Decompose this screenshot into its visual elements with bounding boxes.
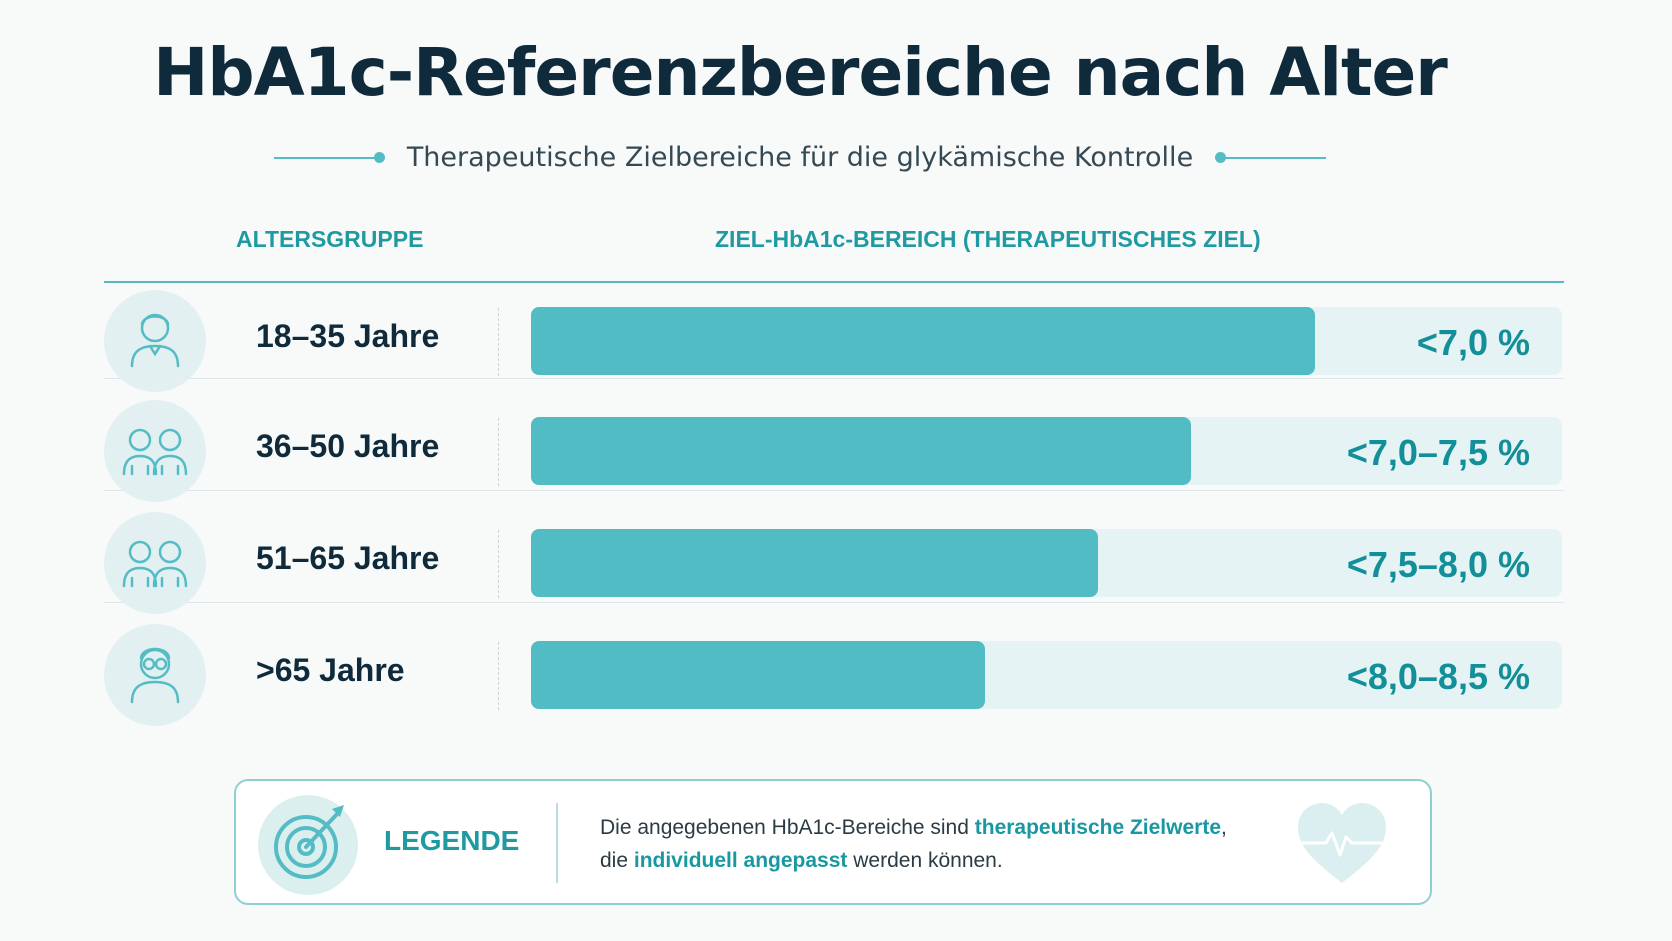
chart-row: 36–50 Jahre <7,0–7,5 % <box>0 400 1672 510</box>
chart-row: 51–65 Jahre <7,5–8,0 % <box>0 512 1672 622</box>
bar-value-label: <7,5–8,0 % <box>1346 544 1530 585</box>
category-label: 18–35 Jahre <box>256 318 440 354</box>
legend-text-part: die <box>600 849 634 872</box>
page-title: HbA1c-Referenzbereiche nach Alter <box>153 34 1448 111</box>
chart-row: 18–35 Jahre <7,0 % <box>0 290 1672 400</box>
category-label: 36–50 Jahre <box>256 428 440 464</box>
page-subtitle: Therapeutische Zielbereiche für die glyk… <box>406 142 1194 173</box>
legend-highlight-2: individuell angepasst <box>633 849 848 872</box>
chart-row: >65 Jahre <8,0–8,5 % <box>0 624 1672 734</box>
legend-title: LEGENDE <box>384 825 520 856</box>
two-persons-icon <box>104 400 206 502</box>
bar-track: <7,0–7,5 % <box>531 417 1562 485</box>
row-divider <box>498 530 500 598</box>
subtitle-left-dot <box>373 152 385 163</box>
bar-track: <7,0 % <box>531 307 1562 375</box>
subtitle-row: Therapeutische Zielbereiche für die glyk… <box>0 142 1600 173</box>
legend-box: LEGENDE Die angegebenen HbA1c-Bereiche s… <box>234 779 1432 905</box>
legend-divider <box>556 803 558 883</box>
row-divider <box>498 418 500 486</box>
bar <box>531 641 985 709</box>
legend-highlight-1: therapeutische Zielwerte <box>974 816 1221 839</box>
bar-value-label: <7,0 % <box>1416 322 1530 363</box>
bar <box>531 307 1315 375</box>
elderly-person-glasses-icon <box>104 624 206 726</box>
row-separator <box>104 378 1564 379</box>
row-separator <box>104 490 1564 491</box>
row-separator <box>104 602 1564 603</box>
legend-text-part: , <box>1221 816 1227 839</box>
category-label: 51–65 Jahre <box>256 540 440 576</box>
bar <box>531 529 1099 597</box>
subtitle-right-dot <box>1215 152 1227 163</box>
legend-text-part: werden können. <box>847 849 1003 872</box>
column-header-age: ALTERSGRUPPE <box>236 226 424 252</box>
bar-track: <8,0–8,5 % <box>531 641 1562 709</box>
bar <box>531 417 1191 485</box>
column-header-target: ZIEL-HbA1c-BEREICH (THERAPEUTISCHES ZIEL… <box>715 226 1261 252</box>
heart-pulse-icon <box>1294 801 1390 891</box>
target-arrow-icon <box>258 795 358 895</box>
row-divider <box>498 308 500 376</box>
person-icon <box>104 290 206 392</box>
row-divider <box>498 642 500 710</box>
subtitle-right-line <box>1226 156 1327 159</box>
bar-value-label: <7,0–7,5 % <box>1346 432 1530 473</box>
category-label: >65 Jahre <box>256 652 405 688</box>
bar-value-label: <8,0–8,5 % <box>1346 656 1530 697</box>
legend-text: Die angegebenen HbA1c-Bereiche sind ther… <box>600 811 1300 877</box>
bar-track: <7,5–8,0 % <box>531 529 1562 597</box>
subtitle-left-line <box>273 156 374 159</box>
legend-text-part: Die angegebenen HbA1c-Bereiche sind <box>600 816 975 839</box>
two-persons-icon <box>104 512 206 614</box>
header-rule <box>104 281 1564 283</box>
